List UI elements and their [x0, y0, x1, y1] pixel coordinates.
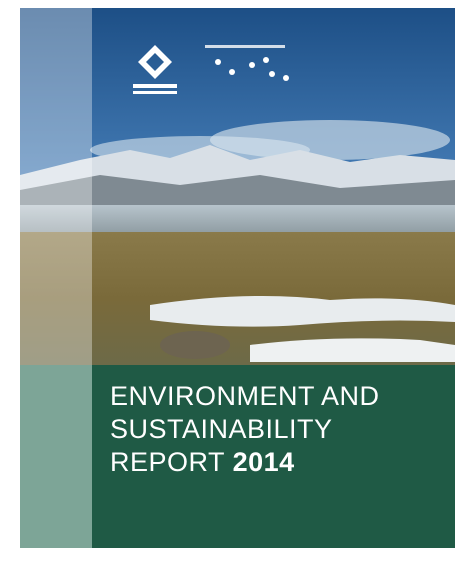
title-line: REPORT 2014	[110, 447, 295, 477]
title-line: SUSTAINABILITY	[110, 414, 333, 444]
photo	[20, 8, 455, 365]
title-word: REPORT	[110, 447, 225, 477]
report-cover: ENVIRONMENT AND SUSTAINABILITY REPORT 20…	[0, 0, 468, 561]
title-line: ENVIRONMENT AND	[110, 381, 380, 411]
side-strip	[20, 365, 92, 548]
year: 2014	[233, 447, 295, 477]
